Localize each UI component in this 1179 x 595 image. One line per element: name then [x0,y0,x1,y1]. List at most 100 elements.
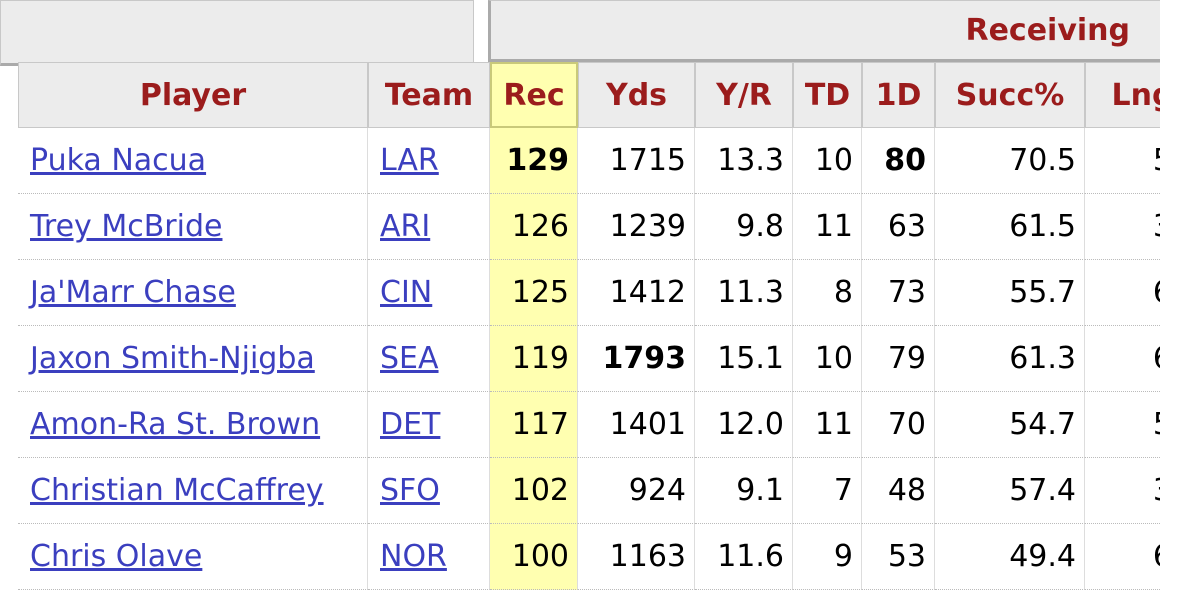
stat-value: 100 [511,539,569,574]
stat-value: 62 [1153,539,1160,574]
stat-cell: 1401 [578,392,695,458]
stat-value: 70.5 [1009,143,1076,178]
stat-value: 12.0 [717,407,784,442]
column-header[interactable]: Y/R [695,62,793,128]
stat-cell: 48 [862,458,935,524]
stat-cell: 11.3 [695,260,793,326]
stat-cell: 119 [490,326,578,392]
stat-cell: 10 [793,128,862,194]
stat-cell: 100 [490,524,578,590]
stat-value: 54.7 [1009,407,1076,442]
stat-cell: 9 [793,524,862,590]
stat-cell: 62 [1085,524,1160,590]
stat-cell: 102 [490,458,578,524]
stat-cell: 61.3 [935,326,1085,392]
stat-value: 61.5 [1009,209,1076,244]
column-header[interactable]: Rec [490,62,578,128]
stat-value: 8 [833,275,853,310]
stat-value: 1793 [602,341,687,376]
column-header[interactable]: Yds [578,62,695,128]
stat-value: 79 [887,341,926,376]
team-link[interactable]: CIN [380,275,433,310]
player-link[interactable]: Jaxon Smith-Njigba [30,341,315,376]
player-link[interactable]: Puka Nacua [30,143,207,178]
column-header[interactable]: Lng [1085,62,1160,128]
stat-value: 63 [887,209,926,244]
stat-cell: 924 [578,458,695,524]
player-cell: Amon-Ra St. Brown [18,392,368,458]
stat-value: 57.4 [1009,473,1076,508]
stat-value: 117 [511,407,569,442]
stat-value: 1715 [609,143,686,178]
team-link[interactable]: SFO [380,473,440,508]
team-link[interactable]: NOR [380,539,447,574]
stat-cell: 55.7 [935,260,1085,326]
player-link[interactable]: Chris Olave [30,539,203,574]
stat-value: 31 [1153,209,1160,244]
team-link[interactable]: LAR [380,143,439,178]
stat-value: 53 [887,539,926,574]
stat-cell: 117 [490,392,578,458]
player-cell: Christian McCaffrey [18,458,368,524]
stat-cell: 1715 [578,128,695,194]
stat-cell: 79 [862,326,935,392]
stat-cell: 8 [793,260,862,326]
stat-cell: 9.1 [695,458,793,524]
stat-cell: 58 [1085,128,1160,194]
player-cell: Jaxon Smith-Njigba [18,326,368,392]
column-header[interactable]: 1D [862,62,935,128]
player-cell: Ja'Marr Chase [18,260,368,326]
stat-value: 73 [887,275,926,310]
stat-cell: 7 [793,458,862,524]
stat-value: 80 [884,143,926,178]
stat-cell: 11 [793,194,862,260]
stat-value: 52 [1153,407,1160,442]
stat-cell: 1163 [578,524,695,590]
stat-cell: 9.8 [695,194,793,260]
stat-cell: 54.7 [935,392,1085,458]
column-header[interactable]: Succ% [935,62,1085,128]
column-header[interactable]: TD [793,62,862,128]
stat-value: 70 [887,407,926,442]
stat-cell: 73 [862,260,935,326]
stat-cell: 52 [1085,392,1160,458]
column-header[interactable]: Player [18,62,368,128]
stat-value: 13.3 [717,143,784,178]
team-cell: LAR [368,128,490,194]
stat-cell: 129 [490,128,578,194]
stat-value: 7 [833,473,853,508]
stat-value: 61.3 [1009,341,1076,376]
team-cell: SFO [368,458,490,524]
stat-value: 9 [833,539,853,574]
stat-value: 10 [814,143,853,178]
group-header: Receiving [488,0,1160,62]
stat-cell: 1412 [578,260,695,326]
stat-cell: 63 [862,194,935,260]
stat-value: 55.7 [1009,275,1076,310]
stat-value: 48 [887,473,926,508]
stat-value: 9.1 [736,473,784,508]
stat-value: 63 [1153,341,1160,376]
stat-cell: 10 [793,326,862,392]
team-cell: ARI [368,194,490,260]
stat-value: 39 [1153,473,1160,508]
stat-cell: 11 [793,392,862,458]
column-header[interactable]: Team [368,62,490,128]
player-link[interactable]: Ja'Marr Chase [30,275,236,310]
stat-value: 129 [506,143,569,178]
player-link[interactable]: Christian McCaffrey [30,473,324,508]
player-link[interactable]: Trey McBride [30,209,223,244]
stat-cell: 64 [1085,260,1160,326]
stat-value: 1401 [609,407,686,442]
stat-cell: 13.3 [695,128,793,194]
player-cell: Chris Olave [18,524,368,590]
stat-value: 1239 [609,209,686,244]
team-cell: SEA [368,326,490,392]
team-link[interactable]: ARI [380,209,431,244]
stat-cell: 49.4 [935,524,1085,590]
team-cell: DET [368,392,490,458]
player-cell: Puka Nacua [18,128,368,194]
player-link[interactable]: Amon-Ra St. Brown [30,407,321,442]
team-link[interactable]: DET [380,407,441,442]
team-link[interactable]: SEA [380,341,439,376]
